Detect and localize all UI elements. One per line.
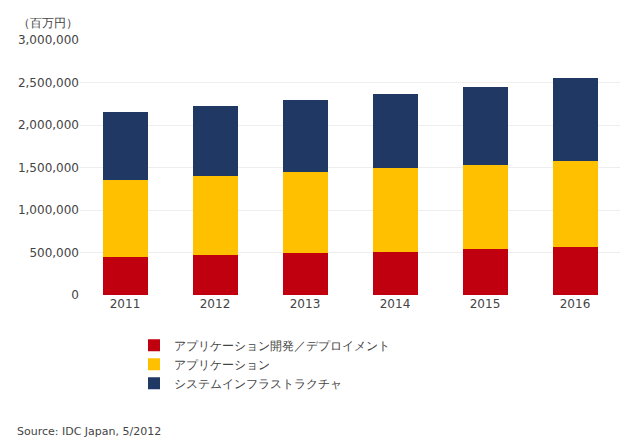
svg-text:2,000,000: 2,000,000 [18, 118, 79, 132]
svg-text:2,500,000: 2,500,000 [18, 76, 79, 90]
svg-text:1,500,000: 1,500,000 [18, 161, 79, 175]
svg-text:2014: 2014 [380, 297, 411, 311]
svg-text:システムインフラストラクチャ: システムインフラストラクチャ [174, 377, 342, 391]
svg-text:2011: 2011 [110, 297, 141, 311]
svg-text:アプリケーション: アプリケーション [174, 358, 270, 372]
svg-text:3,000,000: 3,000,000 [18, 33, 79, 47]
svg-text:0: 0 [71, 288, 79, 302]
svg-text:500,000: 500,000 [29, 246, 79, 260]
svg-text:Source: IDC Japan, 5/2012: Source: IDC Japan, 5/2012 [17, 425, 161, 438]
svg-text:2013: 2013 [290, 297, 321, 311]
svg-text:2012: 2012 [200, 297, 231, 311]
svg-text:アプリケーション開発／デプロイメント: アプリケーション開発／デプロイメント [174, 339, 390, 353]
svg-text:（百万円）: （百万円） [18, 16, 78, 30]
svg-text:2015: 2015 [470, 297, 501, 311]
svg-text:2016: 2016 [560, 297, 591, 311]
svg-text:1,000,000: 1,000,000 [18, 203, 79, 217]
